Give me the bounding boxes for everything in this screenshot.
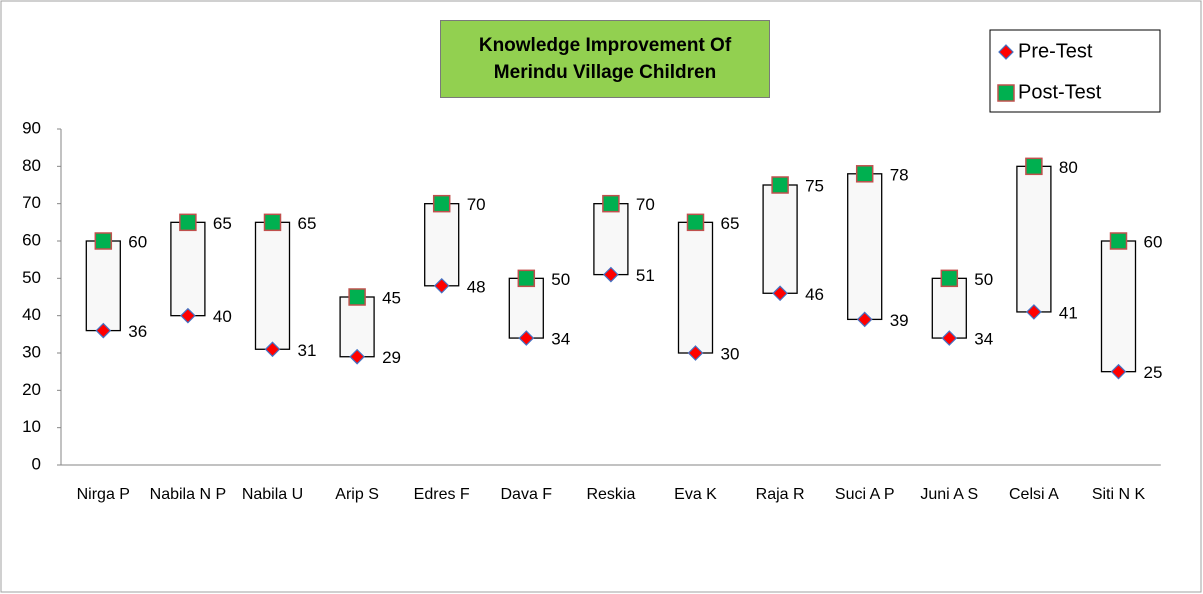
legend-label: Pre-Test bbox=[1018, 40, 1093, 62]
pre-marker bbox=[856, 311, 873, 328]
data-label: 65 bbox=[298, 214, 317, 233]
range-bar bbox=[593, 203, 629, 276]
data-label: 39 bbox=[890, 311, 909, 330]
pre-marker bbox=[772, 285, 788, 302]
data-label: 70 bbox=[636, 195, 655, 214]
range-bar bbox=[1016, 165, 1052, 313]
data-label: 70 bbox=[467, 195, 486, 214]
x-tick-label: Nabila U bbox=[241, 486, 304, 503]
x-tick-label: Dava F bbox=[500, 486, 553, 503]
x-tick-label: Edres F bbox=[413, 486, 470, 503]
y-tick-label: 0 bbox=[32, 454, 41, 473]
data-label: 50 bbox=[974, 270, 993, 289]
x-tick-label: Reskia bbox=[586, 486, 636, 503]
data-label: 25 bbox=[1144, 363, 1163, 382]
data-label: 46 bbox=[805, 285, 824, 304]
range-bar bbox=[847, 173, 883, 321]
legend-label: Post-Test bbox=[1018, 81, 1102, 103]
range-bar bbox=[931, 277, 967, 339]
post-marker bbox=[1109, 232, 1128, 250]
y-tick-label: 70 bbox=[22, 193, 41, 212]
y-tick-label: 90 bbox=[22, 118, 41, 137]
data-label: 31 bbox=[298, 341, 317, 360]
post-marker bbox=[179, 213, 197, 232]
y-tick-label: 80 bbox=[22, 156, 41, 175]
pre-marker bbox=[603, 266, 619, 283]
data-label: 34 bbox=[551, 330, 570, 349]
data-label: 50 bbox=[551, 270, 570, 289]
x-tick-label: Nirga P bbox=[76, 486, 130, 503]
range-bar bbox=[762, 184, 798, 294]
data-label: 41 bbox=[1059, 303, 1078, 322]
data-label: 34 bbox=[974, 330, 993, 349]
post-marker bbox=[348, 288, 366, 306]
post-marker bbox=[94, 232, 113, 250]
pre-marker bbox=[95, 322, 112, 339]
pre-marker bbox=[349, 348, 365, 365]
y-tick-label: 10 bbox=[22, 417, 41, 436]
range-bar bbox=[424, 203, 460, 287]
range-bar bbox=[508, 277, 544, 339]
y-tick-label: 50 bbox=[22, 268, 41, 287]
y-tick-label: 60 bbox=[22, 230, 41, 249]
data-label: 48 bbox=[467, 277, 486, 296]
data-label: 80 bbox=[1059, 158, 1078, 177]
x-tick-label: Siti N K bbox=[1091, 486, 1146, 503]
pre-marker bbox=[941, 330, 958, 346]
y-tick-label: 40 bbox=[22, 305, 41, 324]
x-tick-label: Raja R bbox=[755, 486, 805, 503]
data-label: 51 bbox=[636, 266, 655, 285]
chart-title: Knowledge Improvement Of Merindu Village… bbox=[440, 20, 770, 98]
x-tick-label: Eva K bbox=[674, 486, 717, 503]
legend-box bbox=[989, 29, 1161, 113]
pre-marker bbox=[518, 330, 535, 346]
post-marker bbox=[1025, 157, 1043, 176]
range-bar bbox=[254, 221, 291, 350]
range-bar bbox=[1100, 240, 1137, 373]
legend-marker bbox=[997, 84, 1015, 102]
pre-marker bbox=[1110, 363, 1127, 380]
x-tick-label: Juni A S bbox=[920, 486, 979, 503]
range-bar bbox=[85, 240, 121, 332]
post-marker bbox=[517, 269, 536, 288]
data-label: 60 bbox=[1144, 232, 1163, 251]
range-bar bbox=[339, 296, 375, 358]
pre-marker bbox=[687, 345, 704, 361]
x-tick-label: Nabila N P bbox=[149, 486, 227, 503]
data-label: 40 bbox=[213, 307, 232, 326]
data-label: 78 bbox=[890, 165, 909, 184]
data-label: 45 bbox=[382, 288, 401, 307]
post-marker bbox=[940, 269, 959, 288]
y-tick-label: 30 bbox=[22, 342, 41, 361]
post-marker bbox=[432, 194, 451, 213]
pre-marker bbox=[264, 341, 281, 358]
x-tick-label: Arip S bbox=[335, 486, 379, 503]
legend-marker bbox=[998, 44, 1014, 60]
post-marker bbox=[602, 194, 620, 213]
y-tick-label: 20 bbox=[22, 380, 41, 399]
post-marker bbox=[771, 176, 789, 194]
post-marker bbox=[855, 165, 874, 183]
post-marker bbox=[686, 213, 705, 232]
x-tick-label: Celsi A bbox=[1008, 486, 1059, 503]
data-label: 75 bbox=[805, 176, 824, 195]
range-bar bbox=[677, 221, 714, 354]
pre-marker bbox=[1026, 304, 1042, 320]
data-label: 29 bbox=[382, 348, 401, 367]
range-bar bbox=[170, 221, 206, 317]
data-label: 30 bbox=[721, 344, 740, 363]
pre-marker bbox=[433, 277, 450, 294]
data-label: 65 bbox=[721, 214, 740, 233]
x-tick-label: Suci A P bbox=[834, 486, 895, 503]
post-marker bbox=[263, 213, 282, 232]
data-label: 36 bbox=[128, 322, 147, 341]
data-label: 60 bbox=[128, 232, 147, 251]
pre-marker bbox=[180, 307, 196, 324]
data-label: 65 bbox=[213, 214, 232, 233]
